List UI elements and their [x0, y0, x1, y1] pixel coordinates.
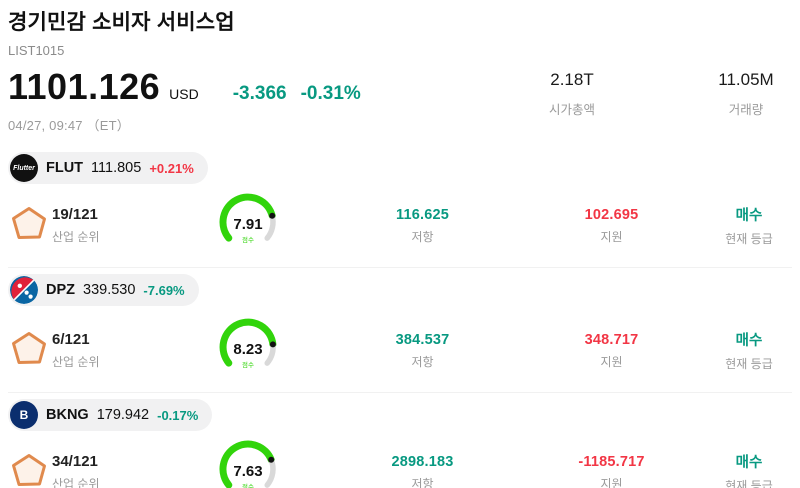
resistance-label: 저항: [411, 229, 434, 244]
ticker-pill-bkng[interactable]: B BKNG 179.942 -0.17%: [8, 399, 213, 431]
index-change: -3.366 -0.31%: [233, 83, 361, 105]
industry-rank-value: 6/121: [52, 331, 90, 348]
score-gauge: 7.91 점수: [168, 192, 328, 259]
support-value: -1185.717: [578, 453, 645, 470]
ticker-symbol: BKNG: [46, 407, 89, 423]
ticker-change: -0.17%: [157, 407, 199, 423]
resistance-column: 116.625 저항: [328, 207, 517, 245]
header-main: 1101.126 USD -3.366 -0.31% 04/27, 09:47 …: [8, 66, 792, 134]
support-column: 102.695 지원: [517, 207, 706, 245]
rank-column: 19/121 산업 순위: [52, 206, 168, 245]
svg-text:7.91: 7.91: [233, 216, 262, 233]
ticker-pill-flut[interactable]: Flutter FLUT 111.805 +0.21%: [8, 152, 208, 184]
price-block: 1101.126 USD -3.366 -0.31% 04/27, 09:47 …: [8, 66, 361, 134]
stat-market-cap: 2.18T 시가총액: [526, 70, 618, 118]
resistance-label: 저항: [411, 476, 434, 488]
change-value: -3.366: [232, 83, 287, 104]
support-label: 지원: [600, 476, 623, 488]
stock-list: Flutter FLUT 111.805 +0.21% 19/121 산업 순위…: [8, 146, 792, 488]
support-label: 지원: [600, 229, 623, 244]
page-title: 경기민감 소비자 서비스업: [8, 11, 235, 34]
rating-label: 현재 등급: [725, 357, 773, 371]
rating-value: 매수: [735, 455, 763, 471]
rating-column: 매수 현재 등급: [706, 204, 792, 247]
score-gauge-svg: 8.23 점수: [219, 318, 277, 369]
pentagon-icon: [8, 330, 52, 371]
rank-column: 6/121 산업 순위: [52, 331, 168, 370]
pentagon-icon: [8, 205, 52, 246]
stock-row: 34/121 산업 순위 7.63 점수 2898.183 저항 -1185.71…: [8, 439, 792, 488]
rating-value: 매수: [735, 208, 763, 224]
score-gauge-svg: 7.63 점수: [219, 440, 276, 488]
svg-text:점수: 점수: [242, 236, 254, 244]
support-value: 348.717: [584, 331, 639, 348]
resistance-column: 384.537 저항: [328, 332, 517, 370]
flut-logo-icon: Flutter: [10, 154, 38, 182]
score-gauge: 8.23 점수: [168, 317, 328, 384]
market-cap-value: 2.18T: [550, 70, 594, 89]
resistance-value: 384.537: [395, 331, 450, 348]
score-gauge-svg: 7.91 점수: [219, 193, 276, 244]
currency-label: USD: [169, 86, 199, 102]
svg-text:8.23: 8.23: [233, 341, 262, 358]
stock-block-bkng: B BKNG 179.942 -0.17% 34/121 산업 순위 7.63 점…: [8, 392, 792, 488]
support-column: -1185.717 지원: [517, 454, 706, 488]
stock-row: 6/121 산업 순위 8.23 점수 384.537 저항 348.717 지원…: [8, 317, 792, 384]
volume-value: 11.05M: [718, 70, 774, 89]
rank-column: 34/121 산업 순위: [52, 453, 168, 488]
rating-value: 매수: [735, 333, 763, 349]
list-id: LIST1015: [8, 43, 65, 58]
industry-rank-label: 산업 순위: [52, 355, 100, 369]
ticker-change: +0.21%: [149, 160, 194, 176]
rating-column: 매수 현재 등급: [706, 329, 792, 372]
rating-label: 현재 등급: [725, 479, 773, 488]
stock-block-flut: Flutter FLUT 111.805 +0.21% 19/121 산업 순위…: [8, 146, 792, 267]
ticker-symbol: DPZ: [46, 282, 75, 298]
index-price: 1101.126: [8, 66, 161, 107]
support-value: 102.695: [584, 206, 639, 223]
stock-row: 19/121 산업 순위 7.91 점수 116.625 저항 102.695 지…: [8, 192, 792, 259]
header-stats: 2.18T 시가총액 11.05M 거래량: [526, 66, 792, 118]
support-label: 지원: [600, 354, 623, 369]
stock-block-dpz: DPZ 339.530 -7.69% 6/121 산업 순위 8.23 점수 38…: [8, 267, 792, 392]
bkng-logo-icon: B: [10, 401, 38, 429]
svg-text:점수: 점수: [242, 483, 254, 488]
ticker-symbol: FLUT: [46, 160, 84, 176]
industry-rank-label: 산업 순위: [52, 477, 100, 488]
stat-volume: 11.05M 거래량: [700, 70, 792, 118]
industry-rank-label: 산업 순위: [52, 230, 100, 244]
ticker-pill-dpz[interactable]: DPZ 339.530 -7.69%: [8, 274, 199, 306]
rating-column: 매수 현재 등급: [706, 451, 792, 488]
pentagon-icon: [8, 452, 52, 488]
datetime: 04/27, 09:47 （ET）: [8, 118, 130, 133]
industry-rank-value: 19/121: [52, 206, 98, 223]
ticker-price: 179.942: [96, 407, 150, 423]
rating-label: 현재 등급: [725, 232, 773, 246]
change-percent: -0.31%: [300, 83, 361, 104]
support-column: 348.717 지원: [517, 332, 706, 370]
resistance-label: 저항: [411, 354, 434, 369]
svg-text:7.63: 7.63: [233, 463, 262, 480]
resistance-value: 116.625: [395, 206, 449, 223]
ticker-price: 111.805: [91, 160, 142, 176]
ticker-change: -7.69%: [143, 282, 185, 298]
ticker-price: 339.530: [83, 282, 136, 298]
score-gauge: 7.63 점수: [168, 439, 328, 488]
svg-text:점수: 점수: [242, 361, 254, 369]
header: 경기민감 소비자 서비스업 LIST1015 1101.126 USD -3.3…: [8, 6, 792, 134]
industry-rank-value: 34/121: [52, 453, 98, 470]
market-cap-label: 시가총액: [548, 103, 595, 117]
dpz-logo-icon: [10, 276, 38, 304]
resistance-column: 2898.183 저항: [328, 454, 517, 488]
volume-label: 거래량: [728, 103, 764, 117]
resistance-value: 2898.183: [391, 453, 454, 470]
